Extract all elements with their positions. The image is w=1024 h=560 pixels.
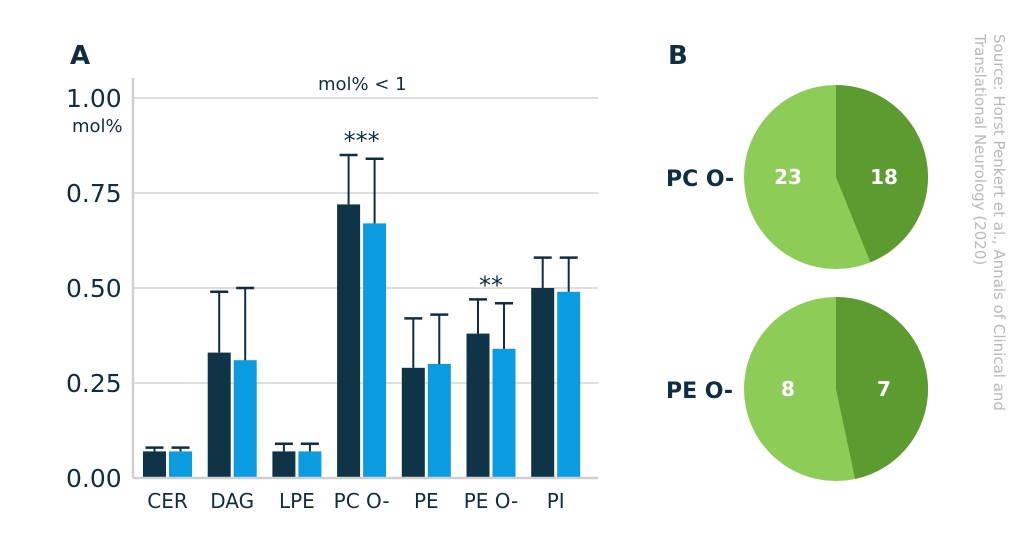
category-labels: CER DAG LPE PC O- PE PE O- PI bbox=[147, 489, 564, 513]
category-label: PC O- bbox=[334, 489, 390, 513]
bar-peo-1 bbox=[466, 333, 490, 478]
significance-label: ** bbox=[479, 271, 503, 299]
pie-value-light: 8 bbox=[781, 377, 795, 401]
pie-1-label: PC O- bbox=[666, 167, 734, 192]
bar-dag-1 bbox=[207, 352, 231, 478]
source-note: Source: Horst Penkert et al., Annals of … bbox=[971, 33, 1008, 411]
bar-pi-2 bbox=[557, 291, 581, 478]
y-tick-label: 0.25 bbox=[66, 369, 122, 398]
category-label: DAG bbox=[210, 489, 254, 513]
bar-pco-1 bbox=[337, 204, 361, 478]
source-line-2: Translational Neurology (2020) bbox=[971, 33, 989, 265]
pie-slice-dark bbox=[836, 85, 928, 263]
error-bars bbox=[145, 153, 578, 452]
bar-pe-1 bbox=[401, 367, 425, 478]
bar-lpe-2 bbox=[298, 451, 322, 478]
pies: 23 18 8 7 bbox=[744, 85, 928, 481]
y-tick-label: 0.50 bbox=[66, 274, 122, 303]
y-tick-label: 0.00 bbox=[66, 464, 122, 493]
bar-annotation: mol% < 1 bbox=[318, 74, 407, 95]
bar-pco-2 bbox=[363, 223, 387, 478]
significance-labels: ***** bbox=[344, 127, 503, 299]
significance-label: *** bbox=[344, 127, 380, 155]
bar-cer-1 bbox=[143, 451, 166, 478]
bar-lpe-1 bbox=[272, 451, 296, 478]
pie-2-label: PE O- bbox=[666, 379, 733, 404]
y-unit-label: mol% bbox=[72, 116, 123, 137]
panel-a-label: A bbox=[70, 41, 90, 71]
category-label: PI bbox=[547, 489, 565, 513]
pie-value-dark: 7 bbox=[877, 377, 891, 401]
category-label: LPE bbox=[279, 489, 315, 513]
category-label: PE O- bbox=[464, 489, 519, 513]
y-tick-labels: 0.00 0.25 0.50 0.75 bbox=[66, 179, 122, 493]
category-label: PE bbox=[414, 489, 439, 513]
bar-dag-2 bbox=[233, 360, 257, 478]
pie-value-dark: 18 bbox=[870, 165, 898, 189]
bar-cer-2 bbox=[169, 451, 192, 478]
bar-pe-2 bbox=[427, 364, 451, 478]
source-line-1: Source: Horst Penkert et al., Annals of … bbox=[990, 34, 1008, 411]
y-tick-label: 0.75 bbox=[66, 179, 122, 208]
bars bbox=[143, 204, 581, 478]
pie-slice-dark bbox=[836, 297, 928, 479]
y-top-value: 1.00 bbox=[66, 84, 122, 113]
bar-pi-1 bbox=[531, 288, 555, 478]
bar-peo-2 bbox=[492, 348, 516, 478]
pie-value-light: 23 bbox=[774, 165, 802, 189]
panel-b-label: B bbox=[668, 41, 688, 71]
category-label: CER bbox=[147, 489, 188, 513]
